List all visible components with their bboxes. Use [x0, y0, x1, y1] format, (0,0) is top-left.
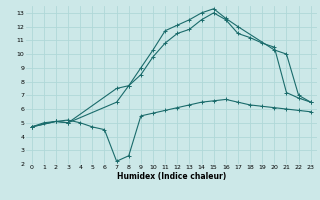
X-axis label: Humidex (Indice chaleur): Humidex (Indice chaleur) [116, 172, 226, 181]
